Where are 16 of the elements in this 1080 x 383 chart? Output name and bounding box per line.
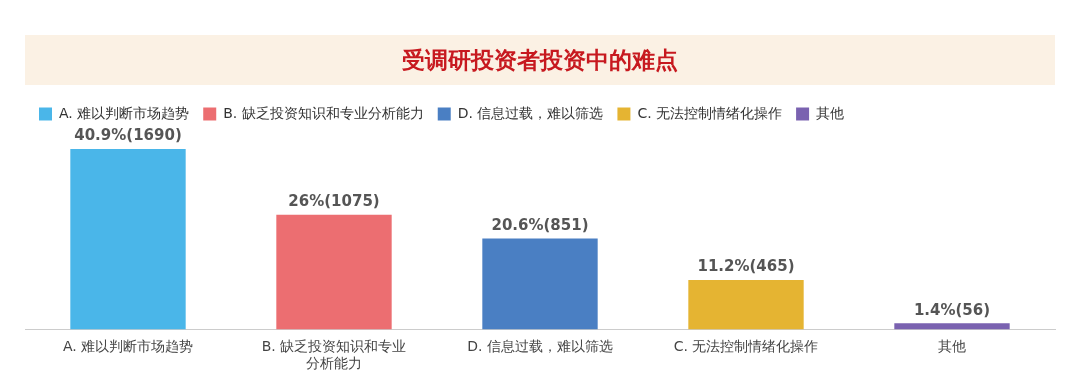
x-tick-label: C. 无法控制情绪化操作 [673,338,819,355]
data-label: 11.2%(465) [697,257,795,276]
legend-label: 其他 [816,104,845,121]
legend-label: B. 缺乏投资知识和专业分析能力 [223,104,424,121]
x-tick-label: A. 难以判断市场趋势 [62,338,194,355]
legend-label: D. 信息过载，难以筛选 [457,104,604,121]
chart-title: 受调研投资者投资中的难点 [25,35,1055,85]
legend-label: C. 无法控制情绪化操作 [637,104,783,121]
data-label: 26%(1075) [288,192,380,211]
data-label: 1.4%(56) [913,300,991,319]
data-label: 20.6%(851) [491,215,589,234]
data-label: 40.9%(1690) [74,126,182,145]
x-tick-label: B. 缺乏投资知识和专业分析能力 [261,338,407,372]
x-tick-label: D. 信息过载，难以筛选 [467,338,613,355]
legend-label: A. 难以判断市场趋势 [59,104,190,121]
x-tick-label: 其他 [938,338,966,355]
